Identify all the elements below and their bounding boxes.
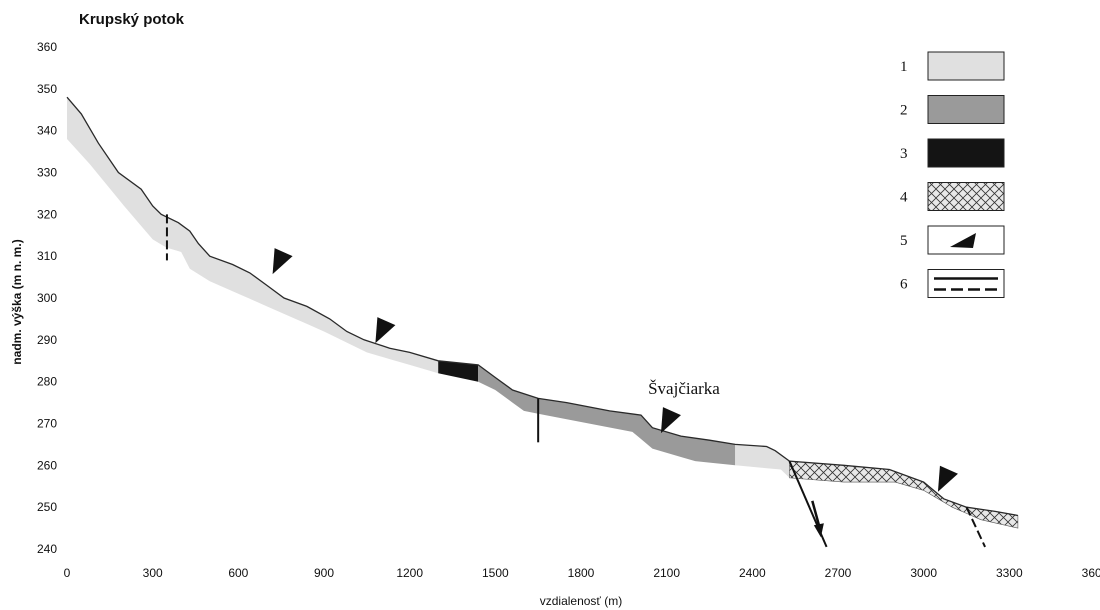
annotation-label-1: Švajčiarka <box>648 379 720 398</box>
profile-segment-5 <box>789 460 1019 529</box>
x-tick-label: 1800 <box>568 566 595 580</box>
x-tick-label: 2100 <box>653 566 680 580</box>
y-tick-label: 250 <box>37 500 57 514</box>
x-tick-label: 0 <box>64 566 71 580</box>
knickpoint-marker-1 <box>272 248 293 275</box>
y-tick-label: 320 <box>37 207 57 221</box>
legend-number-1: 1 <box>900 59 908 75</box>
longitudinal-profile-line <box>66 96 1019 517</box>
plot-area: Švajčiarka <box>66 96 1019 548</box>
y-tick-label: 240 <box>37 542 57 556</box>
x-tick-label: 2400 <box>739 566 766 580</box>
chart-title: Krupský potok <box>79 11 185 28</box>
profile-segment-2 <box>438 360 479 382</box>
legend-number-3: 3 <box>900 146 908 162</box>
x-tick-label: 2700 <box>825 566 852 580</box>
legend-swatch-3 <box>927 138 1005 168</box>
knickpoint-marker-3 <box>660 407 681 434</box>
y-tick-label: 330 <box>37 166 57 180</box>
legend: 1 2 3 4 5 6 <box>900 51 1005 298</box>
fault-line-4 <box>965 506 986 548</box>
legend-marker-icon <box>950 233 976 248</box>
axis-ticks: 0 300 600 900 1200 1500 1800 2100 2400 2700 3000 33… <box>37 40 1100 580</box>
y-tick-label: 280 <box>37 375 57 389</box>
x-tick-label: 300 <box>143 566 163 580</box>
x-tick-label: 3300 <box>996 566 1023 580</box>
y-tick-label: 360 <box>37 40 57 54</box>
x-tick-label: 3000 <box>910 566 937 580</box>
legend-number-4: 4 <box>900 190 908 206</box>
legend-swatch-6 <box>927 269 1005 298</box>
knickpoint-marker-2 <box>375 317 396 344</box>
y-tick-label: 340 <box>37 124 57 138</box>
y-tick-label: 300 <box>37 291 57 305</box>
legend-number-5: 5 <box>900 233 908 249</box>
x-tick-label: 1500 <box>482 566 509 580</box>
profile-segment-3 <box>478 364 736 466</box>
legend-swatch-2 <box>927 95 1005 124</box>
legend-swatch-1 <box>927 51 1005 81</box>
legend-number-6: 6 <box>900 277 908 293</box>
x-tick-label: 900 <box>314 566 334 580</box>
y-tick-label: 260 <box>37 458 57 472</box>
profile-segment-4 <box>735 444 790 478</box>
y-tick-label: 270 <box>37 417 57 431</box>
x-tick-label: 1200 <box>396 566 423 580</box>
y-tick-label: 350 <box>37 82 57 96</box>
legend-number-2: 2 <box>900 103 908 119</box>
y-axis-label: nadm. výška (m n. m.) <box>10 239 24 364</box>
legend-swatch-4 <box>927 182 1005 211</box>
knickpoint-marker-4 <box>937 465 958 492</box>
y-tick-label: 290 <box>37 333 57 347</box>
x-tick-label: 3600 <box>1082 566 1100 580</box>
x-tick-label: 600 <box>228 566 248 580</box>
fault-arrow-head <box>813 523 824 538</box>
x-axis-label: vzdialenosť (m) <box>540 594 623 608</box>
y-tick-label: 310 <box>37 249 57 263</box>
